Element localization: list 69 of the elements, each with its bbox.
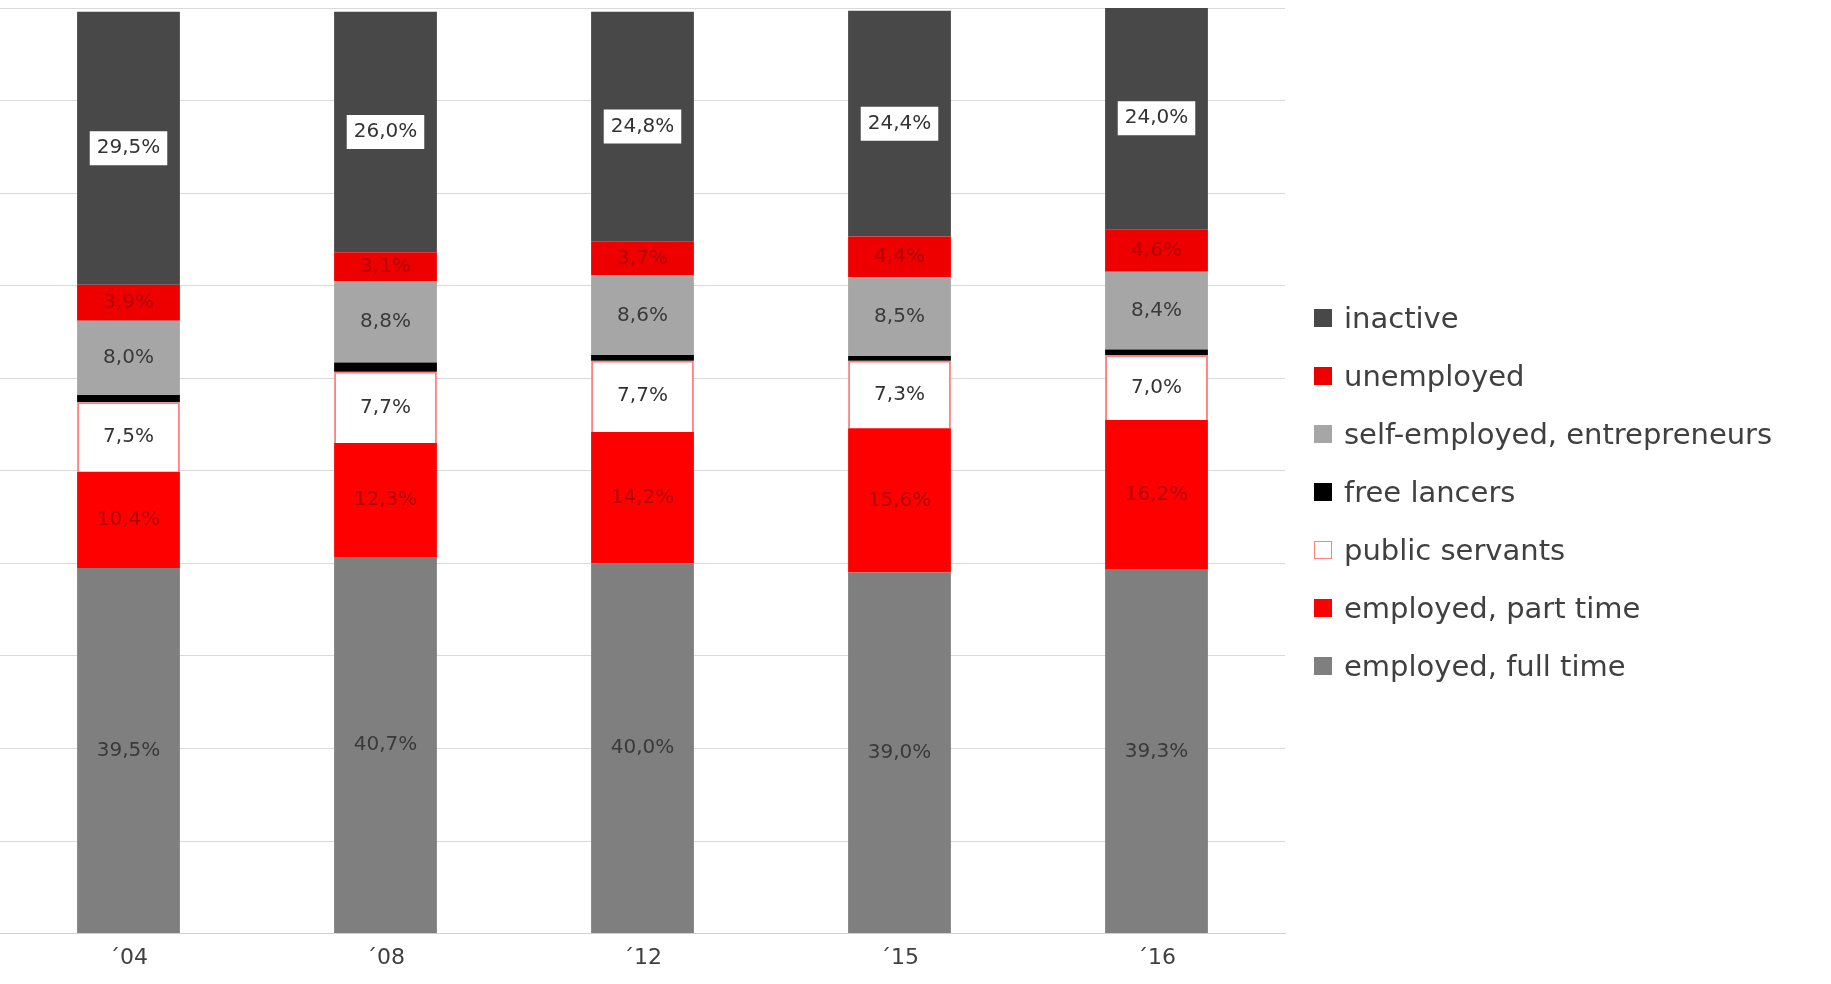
data-label: 24,4% bbox=[867, 109, 932, 134]
bar bbox=[1105, 569, 1208, 934]
legend-label: inactive bbox=[1344, 301, 1459, 335]
x-tick-label: ´04 bbox=[109, 943, 148, 969]
data-label: 4,4% bbox=[874, 243, 925, 268]
data-label: 24,8% bbox=[610, 112, 675, 137]
bar bbox=[77, 284, 180, 321]
data-label: 39,3% bbox=[1124, 737, 1189, 762]
data-label: 10,4% bbox=[96, 506, 161, 531]
data-label: 7,0% bbox=[1131, 373, 1182, 398]
bar bbox=[1105, 271, 1208, 350]
bar bbox=[848, 277, 951, 357]
bar bbox=[77, 567, 180, 934]
bar bbox=[591, 275, 694, 356]
bar bbox=[591, 11, 694, 242]
data-label: 16,2% bbox=[1124, 481, 1189, 506]
data-label: 15,6% bbox=[867, 486, 932, 511]
data-label: 26,0% bbox=[353, 118, 418, 143]
bar bbox=[1105, 349, 1208, 356]
data-label: 8,8% bbox=[360, 307, 411, 332]
bar bbox=[77, 394, 180, 403]
data-label: 7,3% bbox=[874, 380, 925, 405]
data-label: 4,6% bbox=[1131, 236, 1182, 261]
data-label: 40,0% bbox=[610, 734, 675, 759]
legend-label: employed, full time bbox=[1344, 649, 1626, 683]
bar bbox=[848, 236, 951, 278]
bar bbox=[334, 11, 437, 253]
x-tick-label: ´16 bbox=[1137, 943, 1176, 969]
bar bbox=[1105, 8, 1208, 230]
text: public servants bbox=[1344, 533, 1566, 567]
bar bbox=[591, 563, 694, 934]
data-label: 8,0% bbox=[103, 344, 154, 369]
bar bbox=[334, 252, 437, 282]
bar bbox=[334, 362, 437, 372]
data-label: 7,5% bbox=[103, 423, 154, 448]
bar bbox=[1105, 419, 1208, 570]
data-label: 7,7% bbox=[617, 382, 668, 407]
data-label: 3,9% bbox=[103, 289, 154, 314]
legend-label: employed, part time bbox=[1344, 591, 1641, 625]
data-label: 3,7% bbox=[617, 244, 668, 269]
data-label: 24,0% bbox=[1124, 104, 1189, 129]
x-tick-label: ´08 bbox=[366, 943, 405, 969]
data-label: 12,3% bbox=[353, 486, 418, 511]
bar bbox=[77, 320, 180, 395]
legend-label: self-employed, entrepreneurs bbox=[1344, 417, 1773, 451]
data-label: 8,4% bbox=[1131, 296, 1182, 321]
data-label: 39,5% bbox=[96, 736, 161, 761]
data-label: 3,1% bbox=[360, 252, 411, 277]
bar bbox=[848, 356, 951, 361]
data-label: 39,0% bbox=[867, 739, 932, 764]
data-label: 40,7% bbox=[353, 731, 418, 756]
data-label: 8,6% bbox=[617, 301, 668, 326]
data-label: 7,7% bbox=[360, 393, 411, 418]
data-label: 8,5% bbox=[874, 302, 925, 327]
bar bbox=[334, 556, 437, 934]
bar bbox=[1105, 229, 1208, 272]
x-tick-label: ´15 bbox=[880, 943, 919, 969]
legend-label: unemployed bbox=[1344, 359, 1525, 393]
bar bbox=[77, 471, 180, 568]
bar bbox=[848, 572, 951, 934]
bar bbox=[591, 241, 694, 276]
bar bbox=[591, 355, 694, 361]
data-label: 14,2% bbox=[610, 483, 675, 508]
bar bbox=[334, 281, 437, 363]
bar bbox=[77, 11, 180, 285]
legend-label: free lancers bbox=[1344, 475, 1516, 509]
x-tick-label: ´12 bbox=[623, 943, 662, 969]
data-label: 29,5% bbox=[96, 134, 161, 159]
bar bbox=[848, 10, 951, 237]
